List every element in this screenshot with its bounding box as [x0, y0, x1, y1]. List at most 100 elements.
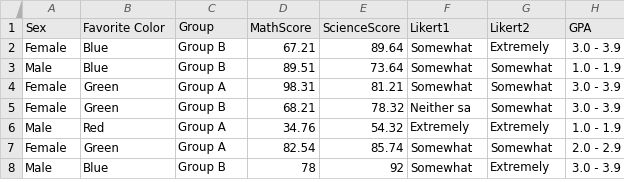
Text: 89.51: 89.51	[283, 62, 316, 74]
Text: F: F	[444, 4, 450, 14]
Bar	[80, 0, 175, 18]
Text: B: B	[124, 4, 131, 14]
Bar	[565, 0, 624, 18]
Bar	[487, 98, 565, 118]
Text: 8: 8	[7, 161, 15, 175]
Bar	[175, 138, 247, 158]
Bar	[565, 78, 624, 98]
Bar	[175, 118, 247, 138]
Text: Blue: Blue	[83, 41, 109, 54]
Bar	[487, 0, 565, 18]
Text: E: E	[359, 4, 366, 14]
Text: Female: Female	[25, 82, 67, 94]
Bar	[319, 18, 407, 38]
Text: 2.0 - 2.9: 2.0 - 2.9	[572, 141, 621, 155]
Bar	[22, 158, 80, 178]
Text: GPA: GPA	[568, 21, 592, 35]
Bar	[565, 38, 624, 58]
Bar	[22, 38, 80, 58]
Bar	[319, 98, 407, 118]
Bar	[565, 158, 624, 178]
Text: 78: 78	[301, 161, 316, 175]
Bar	[175, 0, 247, 18]
Text: Likert1: Likert1	[410, 21, 451, 35]
Bar	[22, 98, 80, 118]
Bar	[0, 158, 22, 178]
Bar	[487, 158, 565, 178]
Text: 1.0 - 1.9: 1.0 - 1.9	[572, 122, 621, 134]
Bar	[80, 138, 175, 158]
Text: Extremely: Extremely	[410, 122, 470, 134]
Text: 34.76: 34.76	[283, 122, 316, 134]
Bar	[407, 118, 487, 138]
Text: H: H	[590, 4, 598, 14]
Bar	[247, 118, 319, 138]
Bar	[0, 38, 22, 58]
Text: Somewhat: Somewhat	[410, 62, 472, 74]
Bar	[565, 58, 624, 78]
Bar	[175, 158, 247, 178]
Bar	[0, 118, 22, 138]
Text: 98.31: 98.31	[283, 82, 316, 94]
Bar	[0, 0, 22, 18]
Text: 89.64: 89.64	[371, 41, 404, 54]
Text: ScienceScore: ScienceScore	[322, 21, 401, 35]
Text: Green: Green	[83, 102, 119, 114]
Bar	[407, 138, 487, 158]
Bar	[175, 38, 247, 58]
Bar	[80, 98, 175, 118]
Bar	[22, 0, 80, 18]
Text: Group A: Group A	[178, 122, 226, 134]
Text: 85.74: 85.74	[371, 141, 404, 155]
Bar	[175, 98, 247, 118]
Text: Female: Female	[25, 102, 67, 114]
Text: Extremely: Extremely	[490, 122, 550, 134]
Text: 4: 4	[7, 82, 15, 94]
Text: A: A	[47, 4, 55, 14]
Bar	[80, 78, 175, 98]
Text: 73.64: 73.64	[371, 62, 404, 74]
Text: Male: Male	[25, 161, 53, 175]
Text: 1: 1	[7, 21, 15, 35]
Text: 78.32: 78.32	[371, 102, 404, 114]
Bar	[487, 58, 565, 78]
Text: Somewhat: Somewhat	[410, 82, 472, 94]
Text: Somewhat: Somewhat	[410, 141, 472, 155]
Bar	[247, 138, 319, 158]
Bar	[247, 158, 319, 178]
Bar	[319, 118, 407, 138]
Bar	[407, 0, 487, 18]
Bar	[175, 18, 247, 38]
Bar	[565, 98, 624, 118]
Bar	[319, 0, 407, 18]
Text: 92: 92	[389, 161, 404, 175]
Bar	[175, 58, 247, 78]
Text: Group A: Group A	[178, 141, 226, 155]
Bar	[0, 138, 22, 158]
Bar	[565, 138, 624, 158]
Text: Red: Red	[83, 122, 105, 134]
Bar	[22, 18, 80, 38]
Bar	[407, 58, 487, 78]
Text: Likert2: Likert2	[490, 21, 531, 35]
Text: 7: 7	[7, 141, 15, 155]
Text: 3.0 - 3.9: 3.0 - 3.9	[572, 102, 621, 114]
Text: Extremely: Extremely	[490, 161, 550, 175]
Bar	[80, 58, 175, 78]
Bar	[407, 38, 487, 58]
Text: Extremely: Extremely	[490, 41, 550, 54]
Text: Male: Male	[25, 122, 53, 134]
Text: Female: Female	[25, 41, 67, 54]
Bar	[319, 38, 407, 58]
Bar	[247, 0, 319, 18]
Bar	[487, 118, 565, 138]
Bar	[22, 78, 80, 98]
Text: 67.21: 67.21	[282, 41, 316, 54]
Bar	[487, 18, 565, 38]
Bar	[80, 38, 175, 58]
Text: Group B: Group B	[178, 62, 226, 74]
Text: MathScore: MathScore	[250, 21, 313, 35]
Bar	[487, 38, 565, 58]
Text: 3.0 - 3.9: 3.0 - 3.9	[572, 161, 621, 175]
Text: Somewhat: Somewhat	[410, 161, 472, 175]
